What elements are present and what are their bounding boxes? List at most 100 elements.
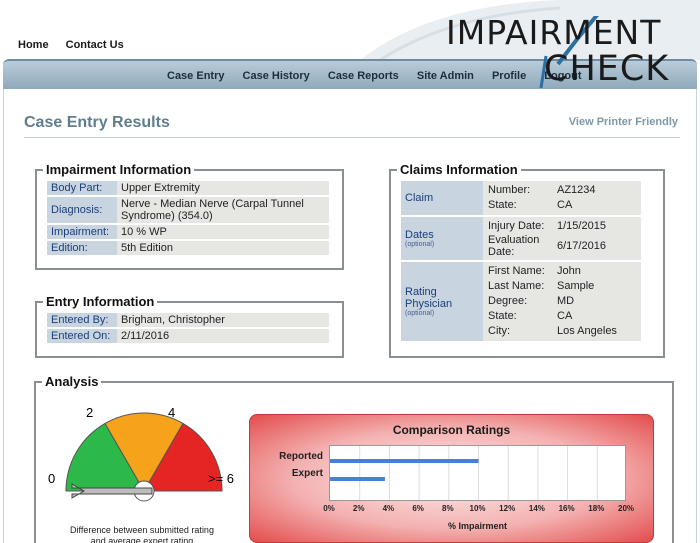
physician-optional-note: (optional) [405,310,435,317]
nav-site-admin[interactable]: Site Admin [416,70,474,82]
body-part-value: Upper Extremity [117,181,329,195]
category-label-reported: Reported [279,451,323,462]
logo-text-impairment: IMPAIRMENT [446,13,662,52]
table-row: Entered On: 2/11/2016 [47,329,329,343]
x-tick-label: 18% [588,504,605,513]
comparison-ratings-chart: Comparison Ratings Reported Expert 0% 2% 4… [249,414,654,543]
dates-values: Injury Date: 1/15/2015 Evaluation Date: 6/… [483,217,641,260]
x-tick-label: 2% [352,504,365,513]
x-tick-label: 12% [499,504,516,513]
claim-label-cell: Claim [401,181,483,215]
bar-expert [330,477,385,481]
difference-gauge: 0 2 4 >= 6 [48,405,234,502]
bar-plot-area [329,445,626,501]
title-divider [24,137,680,138]
diagnosis-label: Diagnosis: [47,197,117,223]
x-tick-label: 8% [442,504,454,513]
entry-information-panel: Entry Information Entered By: Brigham, C… [35,294,344,358]
page-title: Case Entry Results [24,114,170,131]
gauge-needle [71,483,153,499]
impairment-label: Impairment: [47,225,117,239]
table-row: Rating Physician (optional) First Name: Jo… [401,262,641,341]
claim-label: Claim [405,192,434,204]
first-name-value: John [557,265,581,277]
category-label-expert: Expert [291,468,323,479]
claims-information-legend: Claims Information [400,162,518,177]
rating-physician-label-cell: Rating Physician (optional) [401,262,483,341]
last-name-value: Sample [557,280,595,292]
table-row: Edition: 5th Edition [47,241,329,255]
degree-value: MD [557,295,575,307]
nav-profile[interactable]: Profile [491,70,527,82]
physician-state-label: State: [488,310,517,322]
claims-information-panel: Claims Information Claim Number: AZ1234 S… [389,162,665,358]
entered-by-value: Brigham, Christopher [117,313,329,327]
impairment-information-legend: Impairment Information [46,162,192,177]
diagnosis-value: Nerve - Median Nerve (Carpal Tunnel Synd… [117,197,329,223]
rating-physician-label: Rating Physician [405,286,453,310]
bar-reported [330,459,479,463]
gauge-label-2: 2 [86,405,93,420]
physician-state-value: CA [557,310,573,322]
x-tick-label: 14% [528,504,545,513]
gauge-caption: Difference between submitted rating and … [70,525,214,543]
nav-case-history[interactable]: Case History [242,70,310,82]
dates-label-cell: Dates (optional) [401,217,483,260]
edition-label: Edition: [47,241,117,255]
entry-information-legend: Entry Information [46,294,155,309]
claim-state-label: State: [488,199,517,211]
table-row: Diagnosis: Nerve - Median Nerve (Carpal … [47,197,329,223]
body-part-label: Body Part: [47,181,117,195]
gauge-label-0: 0 [48,471,55,486]
nav-logout[interactable]: Logout [544,70,582,82]
last-name-label: Last Name: [488,280,545,292]
analysis-legend: Analysis [45,374,99,389]
x-tick-label: 20% [617,504,635,513]
home-link[interactable]: Home [18,39,49,51]
edition-value: 5th Edition [117,241,329,255]
top-links: Home Contact Us [18,39,138,51]
entered-on-label: Entered On: [47,329,117,343]
chart-title: Comparison Ratings [392,423,511,437]
x-tick-label: 0% [323,504,335,513]
entered-on-value: 2/11/2016 [117,329,329,343]
claim-number-label: Number: [488,184,531,196]
table-row: Entered By: Brigham, Christopher [47,313,329,327]
evaluation-date-value: 6/17/2016 [557,239,606,252]
nav-case-reports[interactable]: Case Reports [327,70,399,82]
nav-case-entry[interactable]: Case Entry [167,70,225,82]
logo-text-check: CHECK [544,49,670,89]
injury-date-value: 1/15/2015 [557,220,606,232]
x-tick-label: 16% [558,504,575,513]
claim-state-value: CA [557,199,573,211]
analysis-panel: Analysis 0 2 4 >= 6 Difference between s… [34,374,674,543]
impairment-check-logo: IMPAIRMENT CHECK [446,16,690,88]
x-axis-label: % Impairment [447,521,507,531]
impairment-value: 10 % WP [117,225,329,239]
evaluation-date-label: Evaluation Date: [488,234,540,258]
degree-label: Degree: [488,295,528,307]
dates-optional-note: (optional) [405,241,435,248]
claim-number-value: AZ1234 [557,184,596,196]
x-tick-label: 6% [412,504,424,513]
table-row: Claim Number: AZ1234 State: CA [401,181,641,215]
claim-values: Number: AZ1234 State: CA [483,181,641,215]
dates-label: Dates [405,229,434,241]
header-swoosh [360,0,700,62]
entered-by-label: Entered By: [47,313,117,327]
gauge-label-6-plus: >= 6 [208,471,234,486]
first-name-label: First Name: [488,265,545,277]
main-nav-bar: Case Entry Case History Case Reports Sit… [3,59,697,89]
view-printer-friendly-link[interactable]: View Printer Friendly [568,116,678,128]
city-label: City: [488,325,510,337]
physician-values: First Name: John Last Name: Sample Degree:… [483,262,641,341]
contact-us-link[interactable]: Contact Us [65,39,124,51]
table-row: Dates (optional) Injury Date: 1/15/2015 Ev… [401,217,641,260]
x-tick-label: 10% [469,504,486,513]
impairment-information-panel: Impairment Information Body Part: Upper … [35,162,344,270]
gauge-label-4: 4 [168,405,175,420]
logo-checkmark-icon [539,16,599,88]
city-value: Los Angeles [557,325,617,337]
table-row: Body Part: Upper Extremity [47,181,329,195]
injury-date-label: Injury Date: [488,220,545,232]
